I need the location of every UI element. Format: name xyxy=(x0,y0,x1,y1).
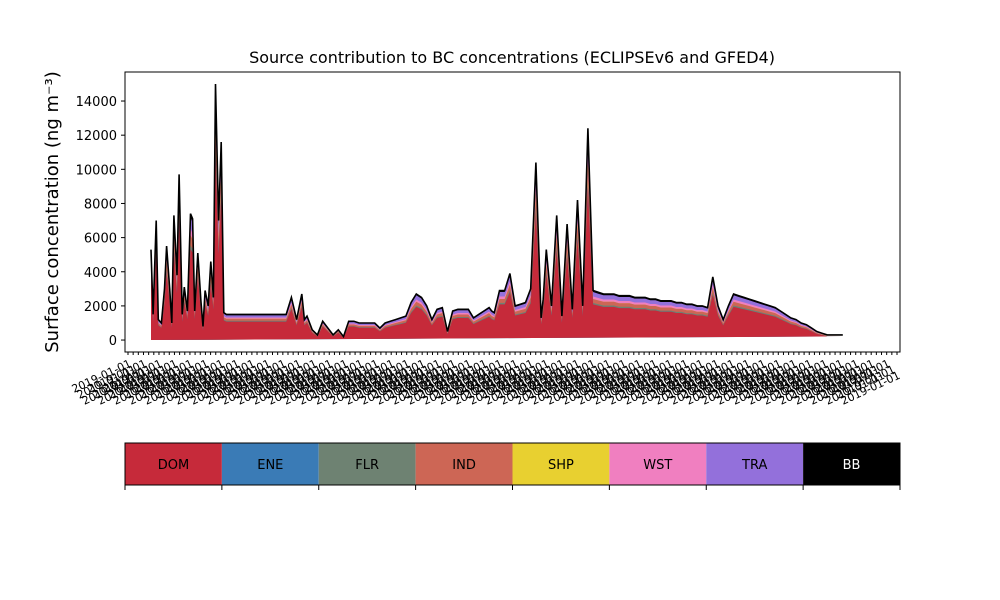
legend-label-wst: WST xyxy=(643,458,672,473)
y-tick-label: 12000 xyxy=(76,129,117,144)
y-axis-label: Surface concentration (ng m⁻³) xyxy=(42,71,63,353)
y-axis: 0 2000 4000 6000 8000 10000 12000 14000 xyxy=(76,95,125,349)
total-line xyxy=(150,83,843,339)
legend-label-dom: DOM xyxy=(158,458,189,473)
legend-label-shp: SHP xyxy=(548,458,574,473)
legend-swatch-wst xyxy=(609,443,707,485)
legend-label-bb: BB xyxy=(843,458,861,473)
legend-swatch-flr xyxy=(318,443,416,485)
legend-label-ene: ENE xyxy=(257,458,283,473)
chart-title: Source contribution to BC concentrations… xyxy=(249,48,775,67)
legend-label-tra: TRA xyxy=(741,458,767,473)
y-tick-label: 10000 xyxy=(76,163,117,178)
legend-label-ind: IND xyxy=(452,458,476,473)
legend-swatch-ene xyxy=(221,443,319,485)
plot-frame xyxy=(124,71,901,353)
legend-label-flr: FLR xyxy=(355,458,379,473)
plot-area xyxy=(124,71,901,353)
y-tick-label: 4000 xyxy=(84,266,117,281)
legend-swatch-tra xyxy=(706,443,804,485)
legend-swatch-ind xyxy=(415,443,513,485)
legend-swatch-bb xyxy=(803,443,900,485)
y-tick-label: 6000 xyxy=(84,232,117,247)
area-dom xyxy=(151,155,843,341)
legend-swatch-dom xyxy=(125,443,222,485)
y-tick-label: 2000 xyxy=(84,300,117,315)
y-tick-label: 14000 xyxy=(76,95,117,110)
legend-swatch-shp xyxy=(512,443,610,485)
legend: DOM ENE FLR IND SHP WST TRA BB xyxy=(124,442,901,490)
x-axis: 2019-01-012019-01-012019-01-012019-01-01… xyxy=(70,352,902,408)
y-tick-label: 0 xyxy=(109,334,117,349)
y-tick-label: 8000 xyxy=(84,197,117,212)
